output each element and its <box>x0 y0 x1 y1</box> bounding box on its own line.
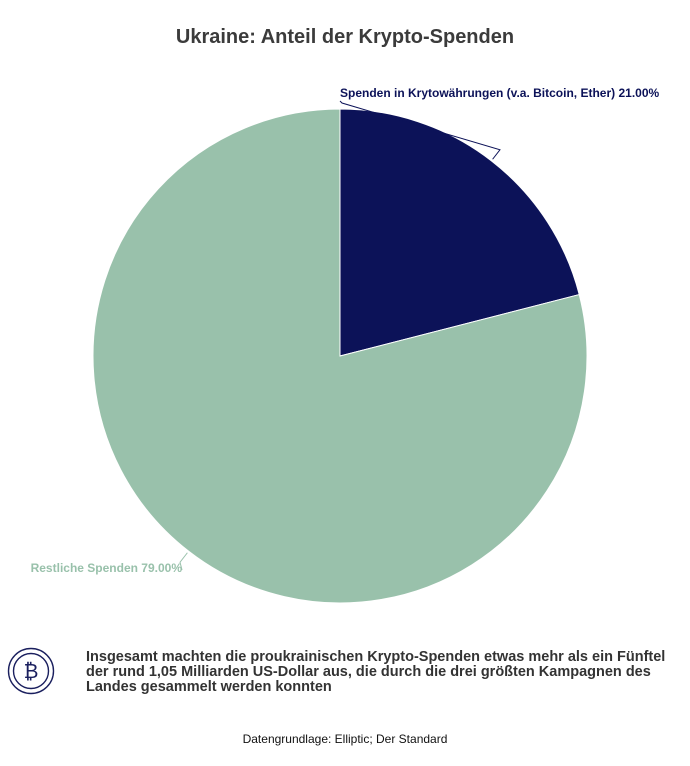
slice-label-0: Spenden in Krytowährungen (v.a. Bitcoin,… <box>340 86 659 100</box>
pie-leader-lines <box>179 100 501 571</box>
pie-labels: Spenden in Krytowährungen (v.a. Bitcoin,… <box>31 86 660 575</box>
svg-text:₿: ₿ <box>24 659 39 683</box>
pie-slice-0 <box>339 108 580 357</box>
pie-slice-1 <box>92 108 588 604</box>
leader-line-0 <box>339 100 501 160</box>
slice-label-1: Restliche Spenden 79.00% <box>31 561 183 575</box>
source-note: Datengrundlage: Elliptic; Der Standard <box>242 732 448 746</box>
leader-line-1 <box>179 552 188 571</box>
chart-title: Ukraine: Anteil der Krypto-Spenden <box>175 26 515 48</box>
bitcoin-icon: ₿ <box>7 647 55 695</box>
footer-note: Insgesamt machten die proukrainischen Kr… <box>86 649 666 695</box>
pie-slices <box>92 108 588 604</box>
pie-chart: Spenden in Krytowährungen (v.a. Bitcoin,… <box>31 86 660 604</box>
